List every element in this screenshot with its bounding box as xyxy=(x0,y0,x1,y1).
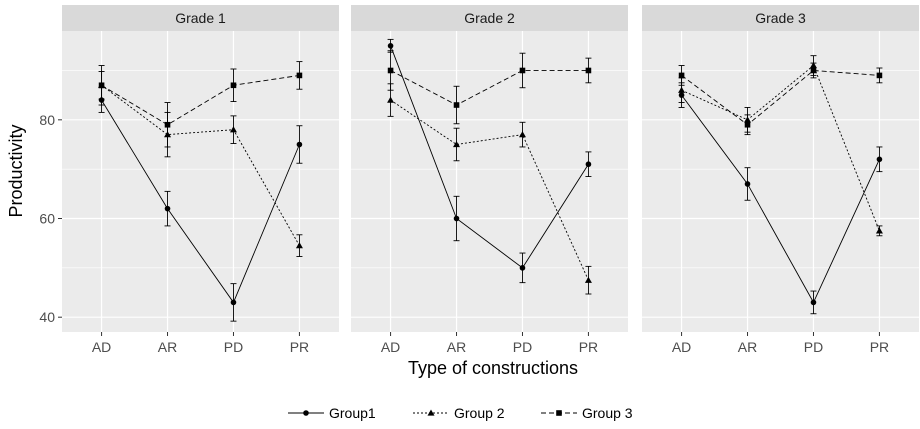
series-3 xyxy=(98,61,303,148)
x-axis-title: Type of constructions xyxy=(408,358,578,378)
panel-background xyxy=(642,31,919,332)
data-point xyxy=(230,82,237,89)
x-tick-label: AD xyxy=(92,339,111,355)
legend-label: Group 3 xyxy=(582,405,633,421)
data-point xyxy=(164,121,171,128)
data-point xyxy=(876,156,883,163)
legend-item-3: Group 3 xyxy=(541,405,633,421)
legend-label: Group 2 xyxy=(454,405,505,421)
data-point xyxy=(295,242,303,249)
x-tick-label: AR xyxy=(447,339,466,355)
data-point xyxy=(678,72,685,79)
data-point xyxy=(98,82,105,89)
y-tick-label: 40 xyxy=(39,309,55,325)
series-3 xyxy=(678,62,883,136)
legend-marker xyxy=(427,409,435,416)
data-point xyxy=(810,299,817,306)
series-line xyxy=(681,70,880,126)
facet-strip-label: Grade 3 xyxy=(755,10,806,26)
series-1 xyxy=(678,82,883,315)
data-point xyxy=(453,102,460,108)
data-point xyxy=(387,67,394,74)
facet-panel-1: Grade 1 AD AR PD PR 40 60 80 xyxy=(39,5,339,355)
data-point xyxy=(519,67,526,74)
panel-background xyxy=(351,31,628,332)
series-line xyxy=(681,94,880,304)
data-point xyxy=(810,67,817,74)
x-tick-label: PR xyxy=(579,339,598,355)
x-tick-label: PR xyxy=(870,339,889,355)
data-point xyxy=(585,161,592,168)
legend-item-1: Group1 xyxy=(288,405,376,421)
series-line xyxy=(101,74,300,126)
data-point xyxy=(518,131,526,138)
data-point xyxy=(230,299,237,306)
legend: Group1 Group 2 Group 3 xyxy=(288,405,633,421)
facet-panel-2: Grade 2 AD AR PD PR xyxy=(351,5,628,355)
data-point xyxy=(296,141,303,148)
series-line xyxy=(101,99,300,304)
data-point xyxy=(678,86,686,93)
data-point xyxy=(164,205,171,212)
series-line xyxy=(101,84,300,246)
data-point xyxy=(453,215,460,222)
series-3 xyxy=(387,50,592,125)
x-tick-label: PD xyxy=(804,339,823,355)
x-tick-label: PD xyxy=(513,339,532,355)
data-point xyxy=(296,72,303,79)
legend-marker xyxy=(556,410,562,416)
series-2 xyxy=(387,83,592,295)
data-point xyxy=(875,227,883,234)
series-line xyxy=(390,45,589,269)
x-tick-label: AR xyxy=(738,339,757,355)
legend-item-2: Group 2 xyxy=(413,405,505,421)
facet-strip xyxy=(642,5,919,31)
facet-strip-label: Grade 2 xyxy=(464,10,515,26)
data-point xyxy=(453,140,461,148)
legend-label: Group1 xyxy=(329,405,376,421)
data-point xyxy=(229,126,237,133)
x-tick-label: PR xyxy=(290,339,309,355)
facet-panel-3: Grade 3 AD AR PD PR xyxy=(642,5,919,355)
facet-strip xyxy=(62,5,339,31)
data-point xyxy=(585,67,592,74)
x-tick-label: AD xyxy=(672,339,691,355)
data-point xyxy=(584,276,592,283)
data-point xyxy=(387,96,395,103)
y-tick-label: 80 xyxy=(39,112,55,128)
facet-strip xyxy=(351,5,628,31)
series-line xyxy=(390,99,589,281)
y-axis-title: Productivity xyxy=(6,124,26,217)
data-point xyxy=(387,43,394,49)
y-tick-label: 60 xyxy=(39,211,55,227)
series-1 xyxy=(387,38,592,284)
data-point xyxy=(744,121,751,128)
x-tick-label: AR xyxy=(158,339,177,355)
data-point xyxy=(519,265,526,271)
facet-strip-label: Grade 1 xyxy=(175,10,226,26)
x-tick-label: AD xyxy=(381,339,400,355)
data-point xyxy=(876,72,883,79)
x-tick-label: PD xyxy=(224,339,243,355)
panel-background xyxy=(62,31,339,332)
series-line xyxy=(681,64,880,232)
data-point xyxy=(744,181,751,187)
legend-marker xyxy=(303,410,309,416)
